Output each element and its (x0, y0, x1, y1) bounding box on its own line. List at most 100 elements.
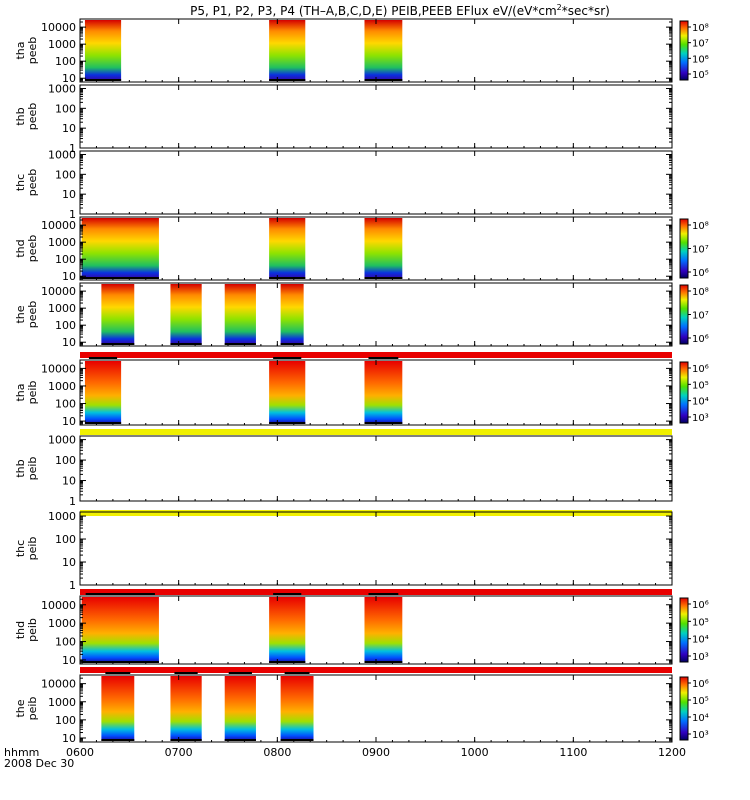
y-tick-label: 10 (62, 188, 76, 201)
quality-bar (80, 667, 672, 673)
spectrogram-block (81, 597, 159, 663)
probe-label: tha (14, 41, 27, 59)
spectrogram-block (84, 20, 122, 81)
instrument-label: peib (26, 457, 39, 481)
chart-title: P5, P1, P2, P3, P4 (TH–A,B,C,D,E) PEIB,P… (190, 3, 610, 18)
colorbar-label: 10³ (692, 652, 709, 663)
colorbar-label: 10⁶ (692, 268, 709, 279)
block-baseline (269, 661, 306, 663)
panel-label: thcpeib (14, 537, 39, 561)
block-baseline (170, 343, 202, 345)
y-tick-label: 10 (62, 654, 76, 667)
instrument-label: peib (26, 697, 39, 721)
instrument-label: peeb (26, 37, 39, 65)
spectrogram-block (224, 284, 256, 345)
probe-label: thd (14, 621, 27, 639)
colorbar-label: 10⁶ (692, 600, 709, 611)
colorbar-label: 10⁴ (692, 713, 709, 724)
colorbar-label: 10⁶ (692, 364, 709, 375)
colorbar (679, 597, 689, 663)
y-tick-label: 1000 (48, 434, 76, 447)
probe-label: the (14, 699, 27, 717)
x-tick-label: 0700 (165, 746, 193, 759)
block-baseline (364, 277, 403, 279)
colorbar-label: 10⁶ (692, 679, 709, 690)
y-tick-label: 10000 (41, 362, 76, 375)
panel-label: thepeeb (14, 301, 39, 329)
panel-thb-peib: 1 10 100 1000 thbpeib (14, 429, 673, 508)
panel-label: thdpeib (14, 618, 39, 642)
block-baseline (364, 661, 403, 663)
x-tick-label: 0800 (263, 746, 291, 759)
block-baseline (224, 739, 256, 741)
panel-label: thdpeeb (14, 235, 39, 263)
block-baseline (364, 79, 403, 81)
panel-label: thcpeeb (14, 169, 39, 197)
y-tick-label: 10000 (41, 678, 76, 691)
y-tick-label: 10000 (41, 219, 76, 232)
spectrogram-block (269, 218, 306, 279)
x-axis-label: hhmm (4, 746, 39, 759)
spectrogram-block (101, 676, 135, 741)
y-tick-label: 100 (55, 102, 76, 115)
colorbar-label: 10⁴ (692, 635, 709, 646)
x-tick-label: 0600 (66, 746, 94, 759)
spectrogram-block (81, 218, 159, 279)
instrument-label: peib (26, 381, 39, 405)
mode-marker (85, 593, 155, 595)
date-label: 2008 Dec 30 (4, 757, 74, 770)
y-tick-label: 10 (62, 270, 76, 283)
y-tick-label: 10000 (41, 21, 76, 34)
panel-group: 10100100010000thapeeb10⁵10⁶10⁷10⁸1101001… (14, 18, 709, 745)
block-baseline (269, 422, 306, 424)
mode-marker (228, 672, 252, 674)
colorbar-label: 10⁴ (692, 397, 709, 408)
block-baseline (364, 422, 403, 424)
colorbar-label: 10⁵ (692, 696, 709, 707)
probe-label: the (14, 305, 27, 323)
y-tick-label: 100 (55, 533, 76, 546)
y-tick-label: 10 (62, 415, 76, 428)
colorbar-label: 10³ (692, 730, 709, 741)
mode-marker (284, 672, 310, 674)
y-tick-label: 10 (62, 122, 76, 135)
block-baseline (101, 343, 135, 345)
instrument-label: peeb (26, 169, 39, 197)
y-tick-label: 1 (69, 495, 76, 508)
y-tick-label: 1 (69, 579, 76, 592)
probe-label: thc (14, 174, 27, 191)
spectrogram-block (364, 218, 403, 279)
y-tick-label: 100 (55, 454, 76, 467)
quality-bar (80, 589, 672, 595)
block-baseline (280, 343, 304, 345)
panel-thb-peeb: 1 10 100 1000 thbpeeb (14, 82, 673, 155)
instrument-label: peeb (26, 103, 39, 131)
colorbar (679, 218, 689, 279)
y-tick-label: 100 (55, 168, 76, 181)
colorbar (679, 20, 689, 81)
y-tick-label: 1 (69, 142, 76, 155)
spectrogram-block (170, 284, 202, 345)
instrument-label: peib (26, 618, 39, 642)
y-tick-label: 1000 (48, 38, 76, 51)
colorbar (679, 284, 689, 345)
y-tick-label: 100 (55, 636, 76, 649)
spectrogram-block (269, 597, 306, 663)
y-tick-label: 10 (62, 72, 76, 85)
panel-frame (79, 674, 673, 743)
x-tick-label: 1200 (658, 746, 686, 759)
y-tick-label: 1000 (48, 380, 76, 393)
y-tick-label: 100 (55, 398, 76, 411)
spectrogram-block (170, 676, 202, 741)
colorbar-label: 10⁷ (692, 245, 709, 256)
colorbar-label: 10⁷ (692, 311, 709, 322)
mode-marker (273, 593, 302, 595)
colorbar-label: 10⁸ (692, 221, 709, 232)
block-baseline (81, 661, 159, 663)
panel-thc-peeb: 1 10 100 1000 thcpeeb (14, 148, 673, 221)
